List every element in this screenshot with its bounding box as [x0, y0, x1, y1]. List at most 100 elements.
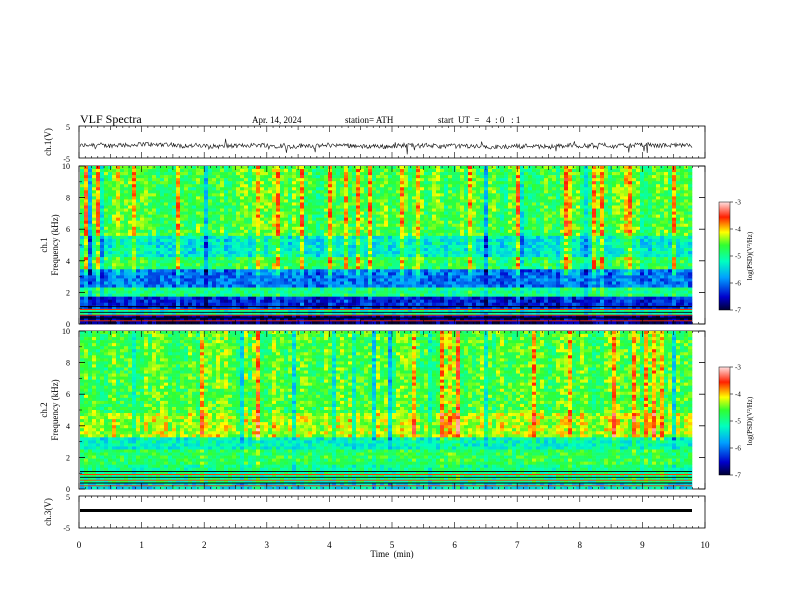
spectrogram-cell	[216, 172, 221, 176]
spectrogram-cell	[180, 181, 185, 185]
spectrogram-cell	[464, 260, 469, 264]
spectrogram-cell	[164, 217, 169, 221]
spectrogram-cell	[248, 196, 253, 200]
spectrogram-cell	[104, 235, 109, 240]
spectrogram-cell	[612, 257, 617, 261]
spectrogram-cell	[308, 263, 313, 267]
spectrogram-cell	[332, 178, 337, 182]
spectrogram-cell	[216, 220, 221, 225]
spectrogram-cell	[572, 172, 577, 176]
spectrogram-cell	[564, 175, 569, 179]
spectrogram-cell	[584, 217, 589, 221]
spectrogram-cell	[140, 241, 145, 246]
spectrogram-cell	[660, 245, 665, 249]
spectrogram-cell	[548, 205, 553, 209]
spectrogram-cell	[636, 202, 641, 206]
spectrogram-cell	[428, 169, 433, 173]
spectrogram-cell	[184, 238, 189, 243]
spectrogram-cell	[524, 254, 529, 258]
spectrogram-cell	[448, 184, 453, 188]
spectrogram-cell	[92, 214, 97, 218]
spectrogram-cell	[548, 190, 553, 194]
spectrogram-cell	[572, 232, 577, 237]
spectrogram-cell	[292, 214, 297, 218]
spectrogram-cell	[412, 248, 417, 252]
spectrogram-cell	[676, 199, 681, 203]
spectrogram-cell	[204, 166, 209, 170]
spectrogram-cell	[276, 226, 281, 231]
spectrogram-cell	[272, 199, 277, 203]
spectrogram-cell	[144, 172, 149, 176]
spectrogram-cell	[144, 208, 149, 212]
spectrogram-cell	[632, 169, 637, 173]
spectrogram-cell	[336, 257, 341, 261]
spectrogram-cell	[96, 178, 101, 182]
spectrogram-cell	[452, 193, 457, 197]
spectrogram-cell	[400, 254, 405, 258]
spectrogram-cell	[328, 245, 333, 249]
spectrogram-cell	[316, 196, 321, 200]
spectrogram-cell	[532, 193, 537, 197]
spectrogram-cell	[496, 202, 501, 206]
spectrogram-cell	[444, 187, 449, 191]
spectrogram-cell	[668, 208, 673, 212]
spectrogram-cell	[680, 172, 685, 176]
spectrogram-cell	[524, 241, 529, 246]
spectrogram-cell	[272, 232, 277, 237]
spectrogram-cell	[340, 193, 345, 197]
spectrogram-cell	[680, 226, 685, 231]
spectrogram-cell	[184, 175, 189, 179]
spectrogram-cell	[96, 169, 101, 173]
spectrogram-cell	[636, 217, 641, 221]
spectrogram-cell	[596, 248, 601, 252]
spectrogram-cell	[360, 166, 365, 170]
spectrogram-cell	[680, 208, 685, 212]
spectrogram-cell	[220, 251, 225, 255]
spectrogram-cell	[632, 238, 637, 243]
spectrogram-cell	[676, 169, 681, 173]
spectrogram-cell	[400, 169, 405, 173]
spectrogram-cell	[252, 260, 257, 264]
spectrogram-cell	[84, 263, 89, 267]
spectrogram-cell	[580, 245, 585, 249]
spectrogram-cell	[156, 199, 161, 203]
spectrogram-cell	[168, 260, 173, 264]
spectrogram-cell	[444, 190, 449, 194]
spectrogram-cell	[648, 260, 653, 264]
spectrogram-cell	[516, 175, 521, 179]
spectrogram-cell	[552, 181, 557, 185]
spectrogram-cell	[80, 202, 85, 206]
spectrogram-cell	[320, 241, 325, 246]
spectrogram-cell	[372, 241, 377, 246]
spectrogram-cell	[124, 202, 129, 206]
spectrogram-cell	[504, 245, 509, 249]
spectrogram-cell	[588, 172, 593, 176]
spectrogram-cell	[596, 181, 601, 185]
spectrogram-cell	[372, 190, 377, 194]
spectrogram-cell	[400, 211, 405, 215]
spectrogram-cell	[472, 169, 477, 173]
spectrogram-cell	[172, 169, 177, 173]
spectrogram-cell	[112, 260, 117, 264]
spectrogram-cell	[560, 178, 565, 182]
spectrogram-cell	[280, 248, 285, 252]
spectrogram-cell	[628, 184, 633, 188]
spectrogram-cell	[152, 199, 157, 203]
spectrogram-cell	[488, 169, 493, 173]
spectrogram-cell	[316, 211, 321, 215]
spectrogram-cell	[300, 175, 305, 179]
spectrogram-cell	[528, 166, 533, 170]
spectrogram-cell	[144, 260, 149, 264]
spectrogram-cell	[676, 254, 681, 258]
spectrogram-cell	[608, 245, 613, 249]
spectrogram-cell	[684, 238, 689, 243]
spectrogram-cell	[136, 175, 141, 179]
spectrogram-cell	[264, 223, 269, 228]
spectrogram-cell	[196, 220, 201, 225]
spectrogram-cell	[688, 169, 693, 173]
spectrogram-cell	[168, 181, 173, 185]
spectrogram-cell	[376, 181, 381, 185]
spectrogram-cell	[624, 199, 629, 203]
spectrogram-cell	[136, 190, 141, 194]
spectrogram-cell	[316, 241, 321, 246]
